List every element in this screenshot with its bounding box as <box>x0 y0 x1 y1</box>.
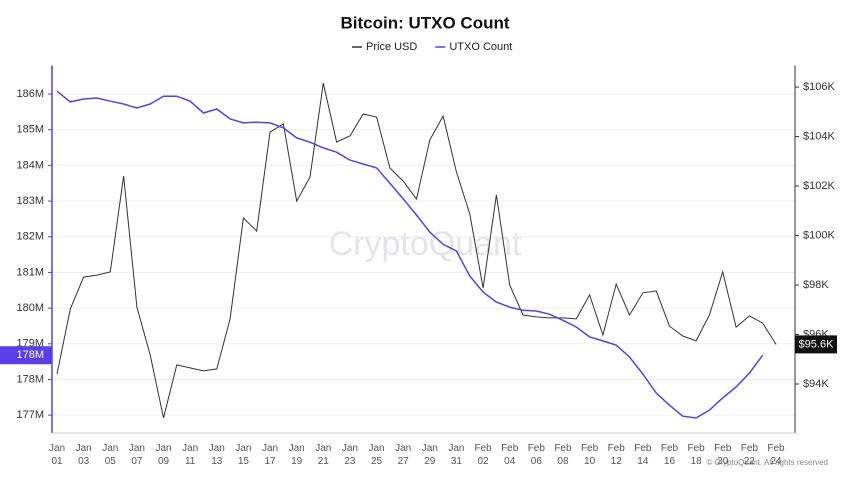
y2-tick-label: $102K <box>803 180 835 192</box>
legend-label: UTXO Count <box>449 41 512 53</box>
series-line <box>56 82 777 419</box>
y-tick-label: 184M <box>16 159 44 171</box>
y2-tick-label: $94K <box>803 378 829 390</box>
x-tick-label: Feb 02 <box>474 443 492 467</box>
x-tick-label: Feb 06 <box>527 443 545 467</box>
series-line <box>56 90 764 419</box>
x-tick-label: Feb 10 <box>580 443 599 467</box>
x-tick-label: Jan 13 <box>208 443 225 467</box>
y2-tick-label: $104K <box>803 130 835 142</box>
x-tick-label: Feb 04 <box>501 443 519 467</box>
x-tick-label: Jan 01 <box>48 443 66 467</box>
x-tick-label: Jan 27 <box>395 443 412 467</box>
x-tick-label: Jan 31 <box>448 443 465 467</box>
credit: © CryptoQuant. All rights reserved <box>707 458 829 467</box>
legend-label: Price USD <box>366 41 417 53</box>
y-tick-label: 180M <box>16 302 44 314</box>
chart-title: Bitcoin: UTXO Count <box>340 13 509 32</box>
y-tick-label: 185M <box>16 124 44 136</box>
x-tick-label: Jan 21 <box>315 443 332 467</box>
current-badge <box>0 346 52 365</box>
x-tick-label: Jan 07 <box>128 443 145 467</box>
x-tick-label: Jan 03 <box>75 443 92 467</box>
x-tick-label: Feb 12 <box>607 443 625 467</box>
y-tick-label: 178M <box>16 373 44 385</box>
x-tick-label: Feb 14 <box>634 443 652 467</box>
x-tick-label: Feb 08 <box>554 443 572 467</box>
x-tick-label: Jan 29 <box>421 443 438 467</box>
y-tick-label: 177M <box>16 409 44 421</box>
x-tick-label: Jan 15 <box>235 443 252 467</box>
x-tick-label: Feb 24 <box>767 443 785 467</box>
current-label: 178M <box>16 349 44 361</box>
current-label: $95.6K <box>799 338 835 350</box>
watermark: CryptoQuant <box>329 225 522 263</box>
x-tick-label: Jan 17 <box>261 443 279 467</box>
x-tick-label: Feb 16 <box>660 443 679 467</box>
current-badge <box>795 335 837 354</box>
x-tick-label: Jan 23 <box>341 443 358 467</box>
y-tick-label: 181M <box>16 266 44 278</box>
y-tick-label: 183M <box>16 195 44 207</box>
y-tick-label: 182M <box>16 231 44 243</box>
y2-tick-label: $106K <box>803 81 835 93</box>
x-tick-label: Jan 25 <box>368 443 385 467</box>
x-tick-label: Jan 19 <box>288 443 305 467</box>
y2-tick-label: $100K <box>803 229 835 241</box>
y2-tick-label: $98K <box>803 279 829 291</box>
x-tick-label: Feb 22 <box>740 443 758 467</box>
x-tick-label: Feb 18 <box>687 443 705 467</box>
x-tick-label: Jan 09 <box>155 443 172 467</box>
x-tick-label: Feb 20 <box>714 443 732 467</box>
x-tick-label: Jan 05 <box>102 443 119 467</box>
y-tick-label: 186M <box>16 88 44 100</box>
x-tick-label: Jan 11 <box>182 443 199 467</box>
